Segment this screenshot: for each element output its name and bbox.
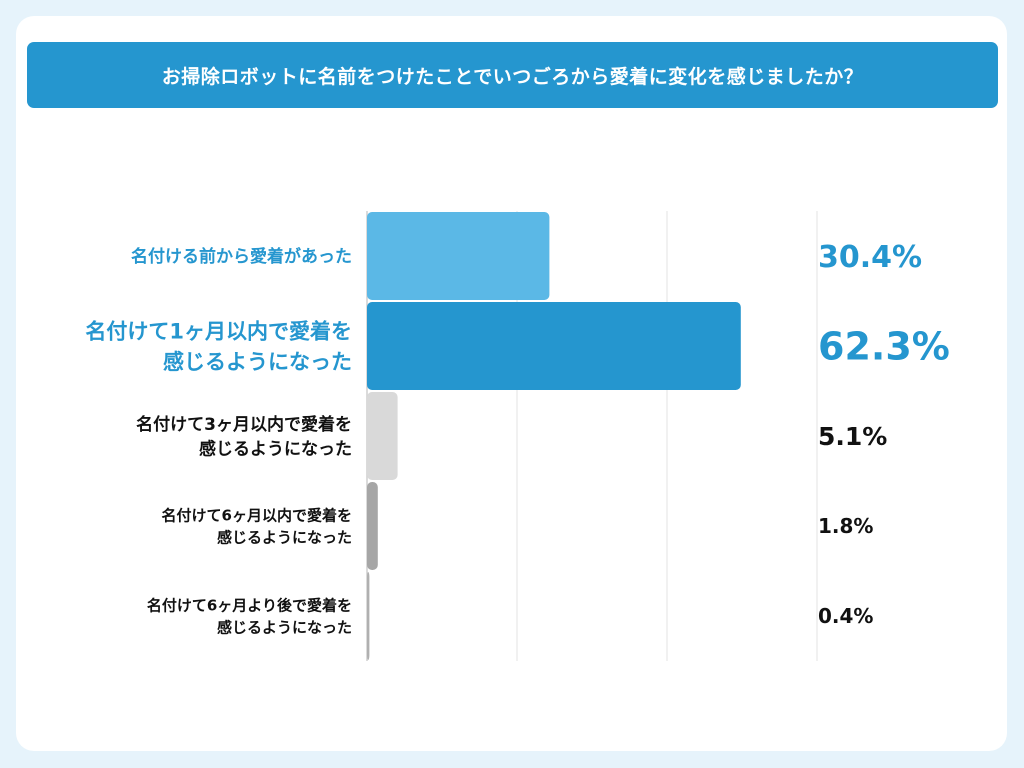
bar-5 xyxy=(367,572,370,660)
value-label-4: 1.8% xyxy=(818,514,873,538)
category-label-2: 名付けて1ヶ月以内で愛着を感じるようになった xyxy=(85,319,352,373)
category-label-5: 名付けて6ヶ月より後で愛着を感じるようになった xyxy=(147,597,352,637)
bar-1 xyxy=(367,212,550,300)
category-label-1: 名付ける前から愛着があった xyxy=(131,246,352,267)
bar-4 xyxy=(367,482,378,570)
title-bar: お掃除ロボットに名前をつけたことでいつごろから愛着に変化を感じましたか？ xyxy=(27,42,998,108)
value-label-2: 62.3% xyxy=(818,325,950,369)
category-label-4: 名付けて6ヶ月以内で愛着を感じるようになった xyxy=(162,507,352,547)
value-label-1: 30.4% xyxy=(818,240,922,275)
value-label-5: 0.4% xyxy=(818,604,873,628)
bar-3 xyxy=(367,392,398,480)
bar-2 xyxy=(367,302,741,390)
chart-title: お掃除ロボットに名前をつけたことでいつごろから愛着に変化を感じましたか？ xyxy=(161,65,864,88)
category-label-3: 名付けて3ヶ月以内で愛着を感じるようになった xyxy=(136,414,352,460)
value-label-3: 5.1% xyxy=(818,422,887,451)
